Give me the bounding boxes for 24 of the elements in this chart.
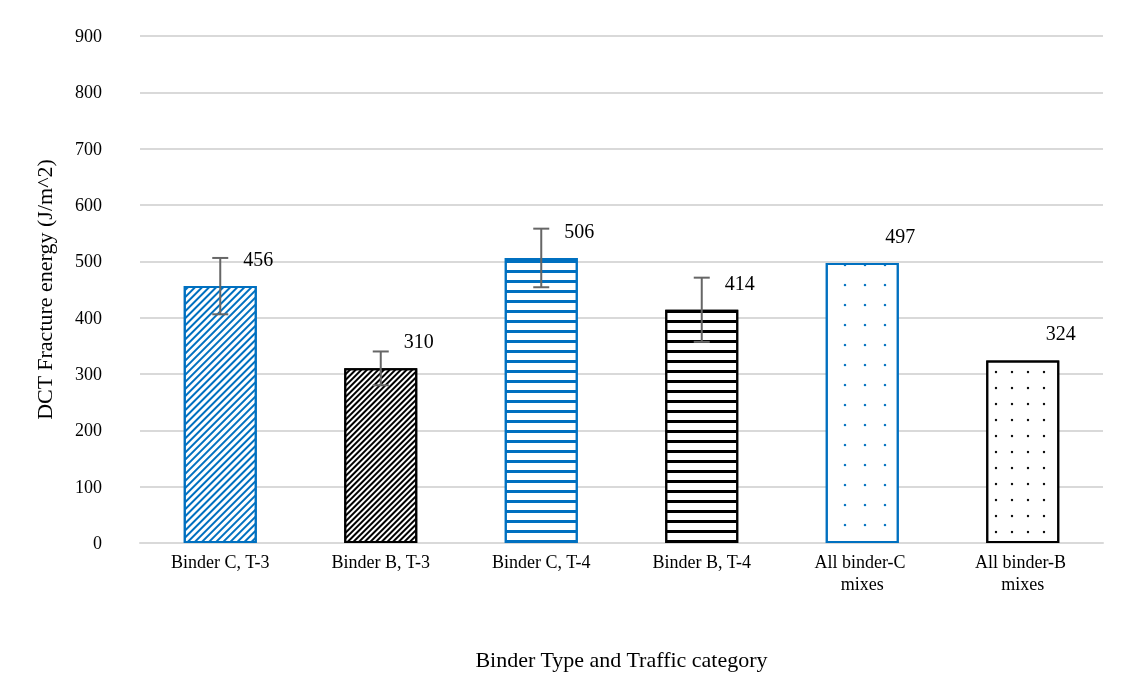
x-tick-label: All binder-C mixes	[814, 552, 911, 594]
x-tick-label: Binder B, T-3	[331, 552, 431, 572]
data-label: 506	[564, 219, 595, 242]
y-tick-label: 900	[75, 26, 102, 46]
x-tick-label: Binder B, T-4	[652, 552, 752, 572]
data-label: 414	[724, 271, 755, 294]
data-label: 497	[885, 225, 916, 248]
x-tick-label: Binder C, T-4	[491, 552, 591, 572]
x-tick-label: Binder C, T-3	[170, 552, 270, 572]
y-axis-title: DCT Fracture energy (J/m^2)	[31, 159, 57, 420]
data-label: 456	[243, 248, 274, 271]
x-axis-title: Binder Type and Traffic category	[475, 646, 768, 672]
y-tick-label: 500	[75, 251, 102, 272]
y-tick-label: 200	[75, 420, 102, 441]
y-tick-label: 600	[75, 195, 102, 215]
data-label: 310	[403, 330, 434, 353]
y-tick-label: 300	[75, 364, 102, 384]
data-label: 324	[1045, 322, 1076, 345]
y-tick-label: 800	[75, 82, 102, 103]
y-tick-label: 700	[75, 138, 102, 159]
y-tick-label: 0	[93, 533, 102, 553]
y-tick-label: 100	[75, 476, 102, 497]
x-tick-label: All binder-B mixes	[974, 552, 1071, 594]
y-tick-label: 400	[75, 307, 102, 328]
